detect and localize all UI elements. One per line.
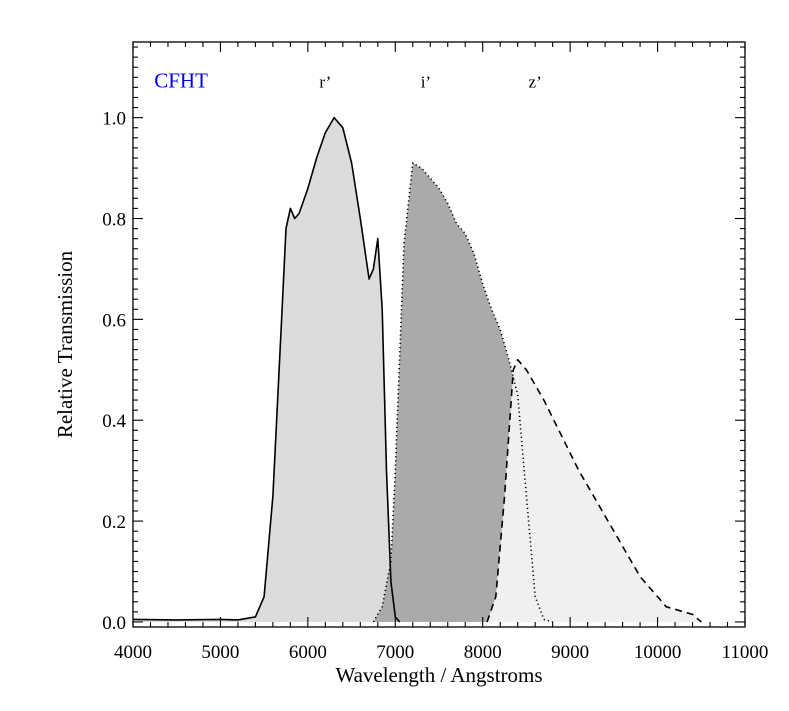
band-label-1: r’ (319, 72, 331, 91)
x-tick-label: 6000 (289, 642, 327, 663)
y-tick-label: 0.2 (102, 512, 126, 533)
band-label-2: i’ (421, 72, 431, 91)
x-tick-label: 8000 (464, 642, 502, 663)
x-tick-label: 9000 (551, 642, 589, 663)
x-tick-label: 4000 (114, 642, 152, 663)
cfht-label: CFHT (154, 68, 208, 92)
band-curves (132, 116, 702, 623)
plot-frame (132, 41, 746, 628)
band-fills (133, 117, 702, 622)
y-tick-label: 1.0 (102, 109, 126, 130)
band-curve-2 (372, 162, 553, 623)
y-tick-label: 0.0 (102, 613, 126, 634)
x-tick-label: 11000 (722, 642, 769, 663)
axis-tick-labels: 4000 5000 6000 7000 8000 9000 10000 11000 0.0 0.2… (102, 109, 768, 663)
x-axis-label: Wavelength / Angstroms (335, 663, 542, 687)
x-tick-label: 5000 (201, 642, 239, 663)
x-tick-label: 10000 (634, 642, 682, 663)
band-curve-3 (486, 358, 702, 623)
y-tick-label: 0.4 (102, 411, 126, 432)
band-fill-1 (133, 117, 400, 622)
band-curve-1 (132, 116, 401, 623)
x-tick-label: 7000 (376, 642, 414, 663)
y-axis-label: Relative Transmission (53, 250, 77, 438)
y-tick-label: 0.6 (102, 310, 126, 331)
band-annotations: CFHT r’ i’ z’ (154, 68, 542, 92)
band-fill-3 (487, 359, 702, 622)
band-label-3: z’ (529, 72, 542, 91)
y-tick-label: 0.8 (102, 210, 126, 231)
axis-ticks (132, 42, 746, 627)
